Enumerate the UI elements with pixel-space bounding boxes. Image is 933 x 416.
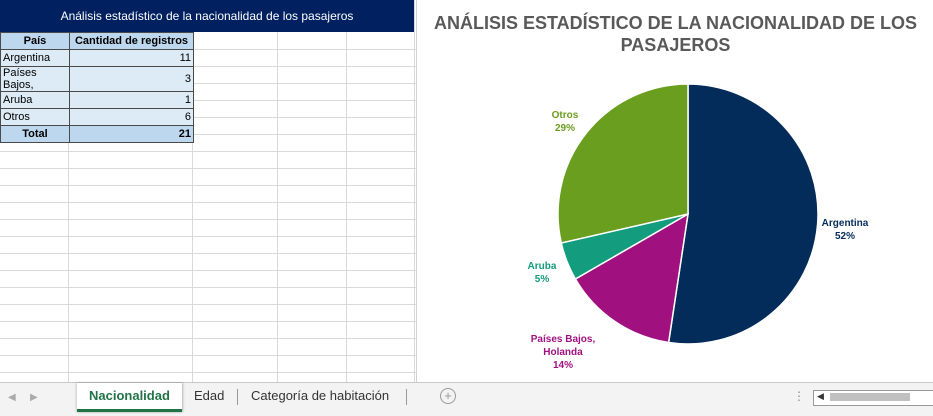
data-label-line: Argentina bbox=[822, 218, 869, 229]
table-row: Aruba 1 bbox=[0, 91, 194, 109]
data-label-line: Holanda bbox=[543, 347, 583, 358]
nationality-table: País Cantidad de registros Argentina 11 … bbox=[0, 32, 194, 143]
chevron-left-icon[interactable]: ◀ bbox=[8, 392, 16, 403]
data-label-0[interactable]: Argentina 52% bbox=[822, 218, 869, 242]
data-label-line: Países Bajos, bbox=[531, 334, 596, 345]
data-label-3[interactable]: Otros 29% bbox=[552, 110, 579, 134]
count-cell[interactable]: 3 bbox=[69, 66, 194, 92]
chart-title[interactable]: ANÁLISIS ESTADÍSTICO DE LA NACIONALIDAD … bbox=[417, 12, 933, 56]
table-header-row: País Cantidad de registros bbox=[0, 32, 194, 50]
data-label-line: Aruba bbox=[528, 261, 557, 272]
data-label-2[interactable]: Aruba 5% bbox=[528, 261, 557, 285]
table-total-row: Total 21 bbox=[0, 125, 194, 143]
chevron-right-icon[interactable]: ▶ bbox=[30, 392, 38, 403]
tab-separator bbox=[406, 389, 407, 405]
header-pais[interactable]: País bbox=[0, 32, 70, 50]
table-row: Países Bajos, 3 bbox=[0, 66, 194, 92]
table-row: Argentina 11 bbox=[0, 49, 194, 67]
tab-nacionalidad[interactable]: Nacionalidad bbox=[77, 383, 182, 412]
pie-plot-area: Argentina 52% Países Bajos, Holanda 14% Aruba… bbox=[528, 83, 869, 371]
vertical-ellipsis-icon[interactable]: ⋮ bbox=[793, 389, 805, 403]
scroll-left-icon[interactable]: ◀ bbox=[817, 391, 824, 401]
chart-title-line: PASAJEROS bbox=[620, 35, 731, 55]
count-cell[interactable]: 1 bbox=[69, 91, 194, 109]
sheet-title-banner[interactable]: Análisis estadístico de la nacionalidad … bbox=[0, 0, 414, 32]
sheet-tab-bar: ◀ ▶ Nacionalidad Edad Categoría de habit… bbox=[0, 382, 933, 416]
data-label-line: 52% bbox=[835, 231, 855, 242]
country-cell[interactable]: Otros bbox=[0, 108, 70, 126]
count-cell[interactable]: 11 bbox=[69, 49, 194, 67]
data-label-line: 5% bbox=[535, 274, 550, 285]
country-cell[interactable]: Argentina bbox=[0, 49, 70, 67]
data-label-line: 14% bbox=[553, 360, 573, 371]
pie-slice-1[interactable] bbox=[574, 212, 689, 344]
tab-separator bbox=[237, 389, 238, 405]
plus-circle-icon[interactable]: + bbox=[440, 388, 456, 404]
pie-slice-3[interactable] bbox=[557, 83, 689, 244]
horizontal-scrollbar[interactable]: ◀ bbox=[813, 390, 933, 406]
data-label-line: Otros bbox=[552, 110, 579, 121]
total-label-cell[interactable]: Total bbox=[0, 125, 70, 143]
scrollbar-thumb[interactable] bbox=[830, 393, 910, 401]
banner-title: Análisis estadístico de la nacionalidad … bbox=[60, 9, 354, 23]
country-cell[interactable]: Países Bajos, bbox=[0, 66, 70, 92]
table-row: Otros 6 bbox=[0, 108, 194, 126]
country-cell[interactable]: Aruba bbox=[0, 91, 70, 109]
tab-categoria-habitacion[interactable]: Categoría de habitación bbox=[251, 388, 390, 403]
data-label-1[interactable]: Países Bajos, Holanda 14% bbox=[531, 334, 596, 371]
header-cantidad[interactable]: Cantidad de registros bbox=[69, 32, 194, 50]
pie-chart[interactable]: ANÁLISIS ESTADÍSTICO DE LA NACIONALIDAD … bbox=[416, 0, 933, 383]
count-cell[interactable]: 6 bbox=[69, 108, 194, 126]
chart-title-line: ANÁLISIS ESTADÍSTICO DE LA NACIONALIDAD … bbox=[433, 13, 917, 33]
tab-edad[interactable]: Edad bbox=[194, 388, 225, 403]
data-label-line: 29% bbox=[555, 123, 575, 134]
total-count-cell[interactable]: 21 bbox=[69, 125, 194, 143]
pie-slice-0[interactable] bbox=[667, 83, 819, 345]
